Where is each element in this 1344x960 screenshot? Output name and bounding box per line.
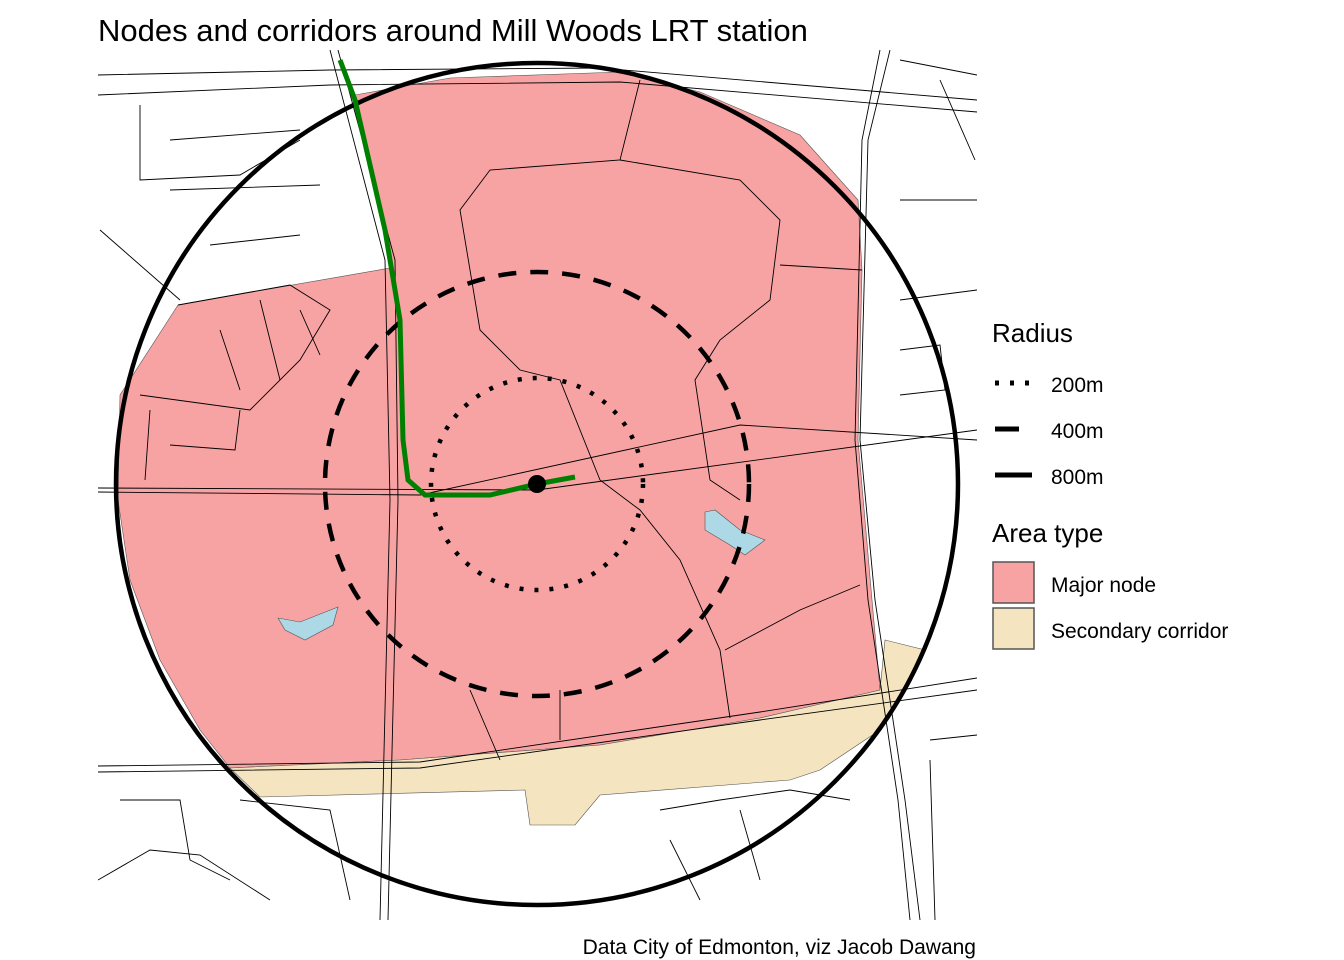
legend-label-major-node: Major node [1051, 574, 1156, 597]
legend: Radius 200m 400m 800m Area type Major no… [992, 318, 1228, 650]
map-caption: Data City of Edmonton, viz Jacob Dawang [583, 936, 976, 959]
legend-label-400m: 400m [1051, 420, 1104, 443]
radius-ring-400m [322, 269, 752, 699]
pond-east [704, 509, 766, 556]
map-title: Nodes and corridors around Mill Woods LR… [98, 13, 808, 48]
legend-key-major-node [992, 561, 1035, 604]
legend-radius-title: Radius [992, 318, 1073, 348]
legend-label-200m: 200m [1051, 374, 1104, 397]
lrt-station-marker [528, 475, 546, 493]
legend-label-800m: 800m [1051, 466, 1104, 489]
radius-ring-200m [428, 375, 646, 593]
legend-area-type-title: Area type [992, 518, 1103, 548]
map-panel [98, 49, 977, 921]
legend-label-secondary-corridor: Secondary corridor [1051, 620, 1228, 643]
lrt-line [337, 59, 576, 498]
pond-west [277, 606, 339, 641]
radius-ring-800m [113, 60, 961, 908]
major-node-area [117, 71, 881, 769]
legend-key-secondary-corridor [992, 607, 1035, 650]
